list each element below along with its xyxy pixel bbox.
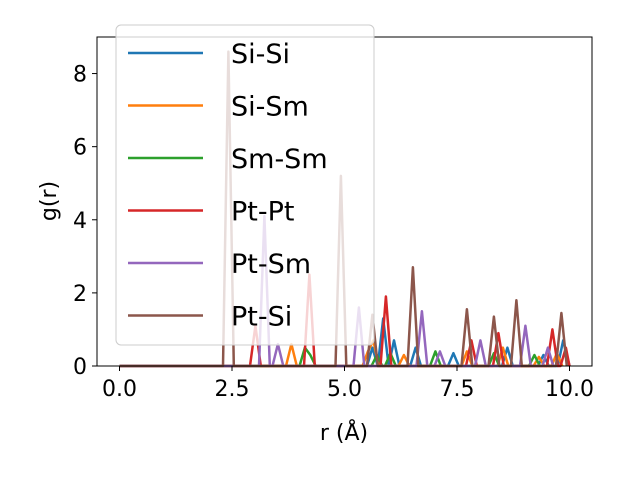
legend-label: Si-Si: [231, 39, 290, 70]
legend: Si-Si Si-Sm Sm-Sm Pt-Pt Pt-Sm Pt-Si: [115, 24, 375, 346]
y-tick-label: 4: [73, 209, 87, 234]
legend-label: Si-Sm: [231, 92, 309, 123]
y-tick-label: 0: [73, 355, 87, 380]
legend-label: Sm-Sm: [231, 144, 328, 175]
x-tick-label: 5.0: [327, 377, 362, 402]
y-tick-label: 6: [73, 136, 87, 161]
x-tick-label: 2.5: [215, 377, 250, 402]
x-axis-label: r (Å): [320, 419, 368, 446]
legend-items: Si-Si Si-Sm Sm-Sm Pt-Pt Pt-Sm Pt-Si: [128, 39, 328, 333]
legend-label: Pt-Pt: [231, 197, 294, 228]
x-tick-label: 10.0: [545, 377, 594, 402]
y-tick-label: 2: [73, 282, 87, 307]
x-tick-label: 0.0: [102, 377, 137, 402]
y-tick-label: 8: [73, 63, 87, 88]
x-axis: 0.0 2.5 5.0 7.5 10.0: [102, 366, 594, 402]
legend-label: Pt-Sm: [231, 249, 311, 280]
legend-label: Pt-Si: [231, 302, 292, 333]
y-axis: 0 2 4 6 8: [73, 63, 97, 380]
x-tick-label: 7.5: [440, 377, 475, 402]
legend-frame: [115, 24, 375, 346]
y-axis-label: g(r): [37, 181, 62, 221]
